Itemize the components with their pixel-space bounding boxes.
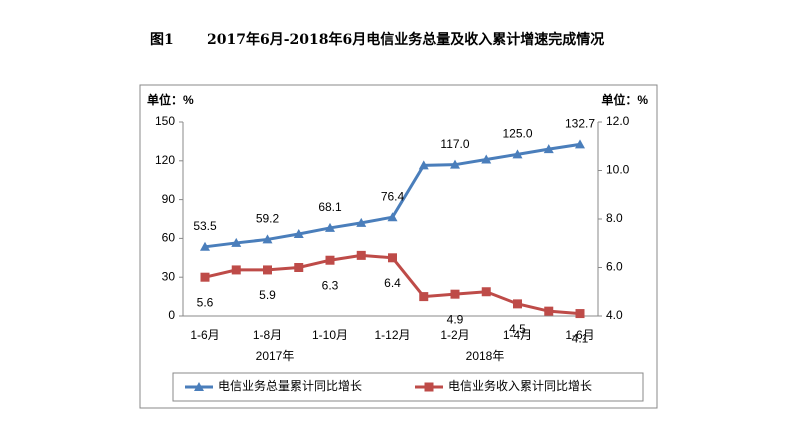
y-tick-label: 0 [168, 308, 175, 322]
legend-label: 电信业务总量累计同比增长 [218, 378, 362, 393]
data-point [575, 309, 585, 319]
data-label: 76.4 [381, 189, 405, 203]
x-tick-label: 1-10月 [312, 328, 348, 342]
data-point [512, 149, 523, 159]
x-tick-label: 1-8月 [253, 328, 282, 342]
y-tick-label: 120 [155, 153, 175, 167]
y2-tick-label: 12.0 [606, 114, 630, 128]
y-tick-label: 30 [162, 269, 176, 283]
y-tick-label: 90 [162, 192, 176, 206]
data-label: 68.1 [318, 200, 342, 214]
data-point [325, 255, 335, 265]
data-point [544, 306, 554, 316]
data-point [293, 229, 304, 239]
data-point [262, 234, 273, 244]
x-tick-label: 1-2月 [440, 328, 469, 342]
data-label: 6.3 [322, 278, 339, 292]
legend-marker [424, 382, 434, 392]
legend-marker [194, 382, 204, 391]
y-tick-label: 150 [155, 114, 175, 128]
data-point [200, 272, 210, 282]
data-label: 5.9 [259, 288, 276, 302]
data-label: 4.1 [572, 332, 589, 346]
data-point [231, 237, 242, 247]
data-label: 117.0 [440, 137, 469, 151]
data-point [356, 217, 367, 227]
data-point [450, 159, 460, 169]
y-axis-label: 单位：% [147, 92, 194, 107]
year-label: 2017年 [256, 349, 295, 363]
legend-label: 电信业务收入累计同比增长 [448, 378, 592, 393]
y2-tick-label: 8.0 [606, 211, 623, 225]
x-tick-label: 1-4月 [503, 328, 532, 342]
chart-frame [139, 84, 658, 409]
x-tick-label: 1-12月 [374, 328, 410, 342]
chart-title: 2017年6月-2018年6月电信业务总量及收入累计增速完成情况 [207, 31, 604, 48]
data-point [513, 299, 522, 309]
y2-tick-label: 10.0 [606, 163, 630, 177]
data-label: 6.4 [384, 276, 401, 290]
data-point [263, 265, 272, 275]
data-point [325, 222, 335, 232]
data-point [418, 160, 429, 170]
x-tick-label: 1-6月 [190, 328, 219, 342]
data-label: 5.6 [197, 295, 214, 309]
x-tick-label: 1-6月 [565, 328, 594, 342]
legend-box [172, 372, 644, 402]
data-point [543, 144, 554, 154]
data-label: 59.2 [256, 212, 280, 226]
data-point [388, 253, 397, 263]
data-point [481, 287, 491, 297]
data-label: 53.5 [193, 219, 217, 233]
data-point [387, 212, 398, 222]
data-point [231, 265, 241, 275]
data-point [200, 241, 210, 251]
data-point [575, 139, 585, 149]
data-point [481, 154, 492, 164]
data-label: 125.0 [502, 127, 532, 141]
y2-tick-label: 4.0 [606, 308, 623, 322]
year-label: 2018年 [466, 349, 505, 363]
data-label: 132.7 [565, 117, 595, 131]
data-point [356, 250, 366, 260]
data-point [450, 289, 460, 299]
figure-number: 图1 [150, 32, 174, 48]
y-tick-label: 60 [162, 231, 176, 245]
data-point [419, 292, 429, 302]
y2-axis-label: 单位：% [601, 92, 648, 107]
data-label: 4.5 [509, 322, 526, 336]
data-label: 4.9 [447, 312, 464, 326]
y2-tick-label: 6.0 [606, 260, 623, 274]
data-point [294, 263, 304, 272]
